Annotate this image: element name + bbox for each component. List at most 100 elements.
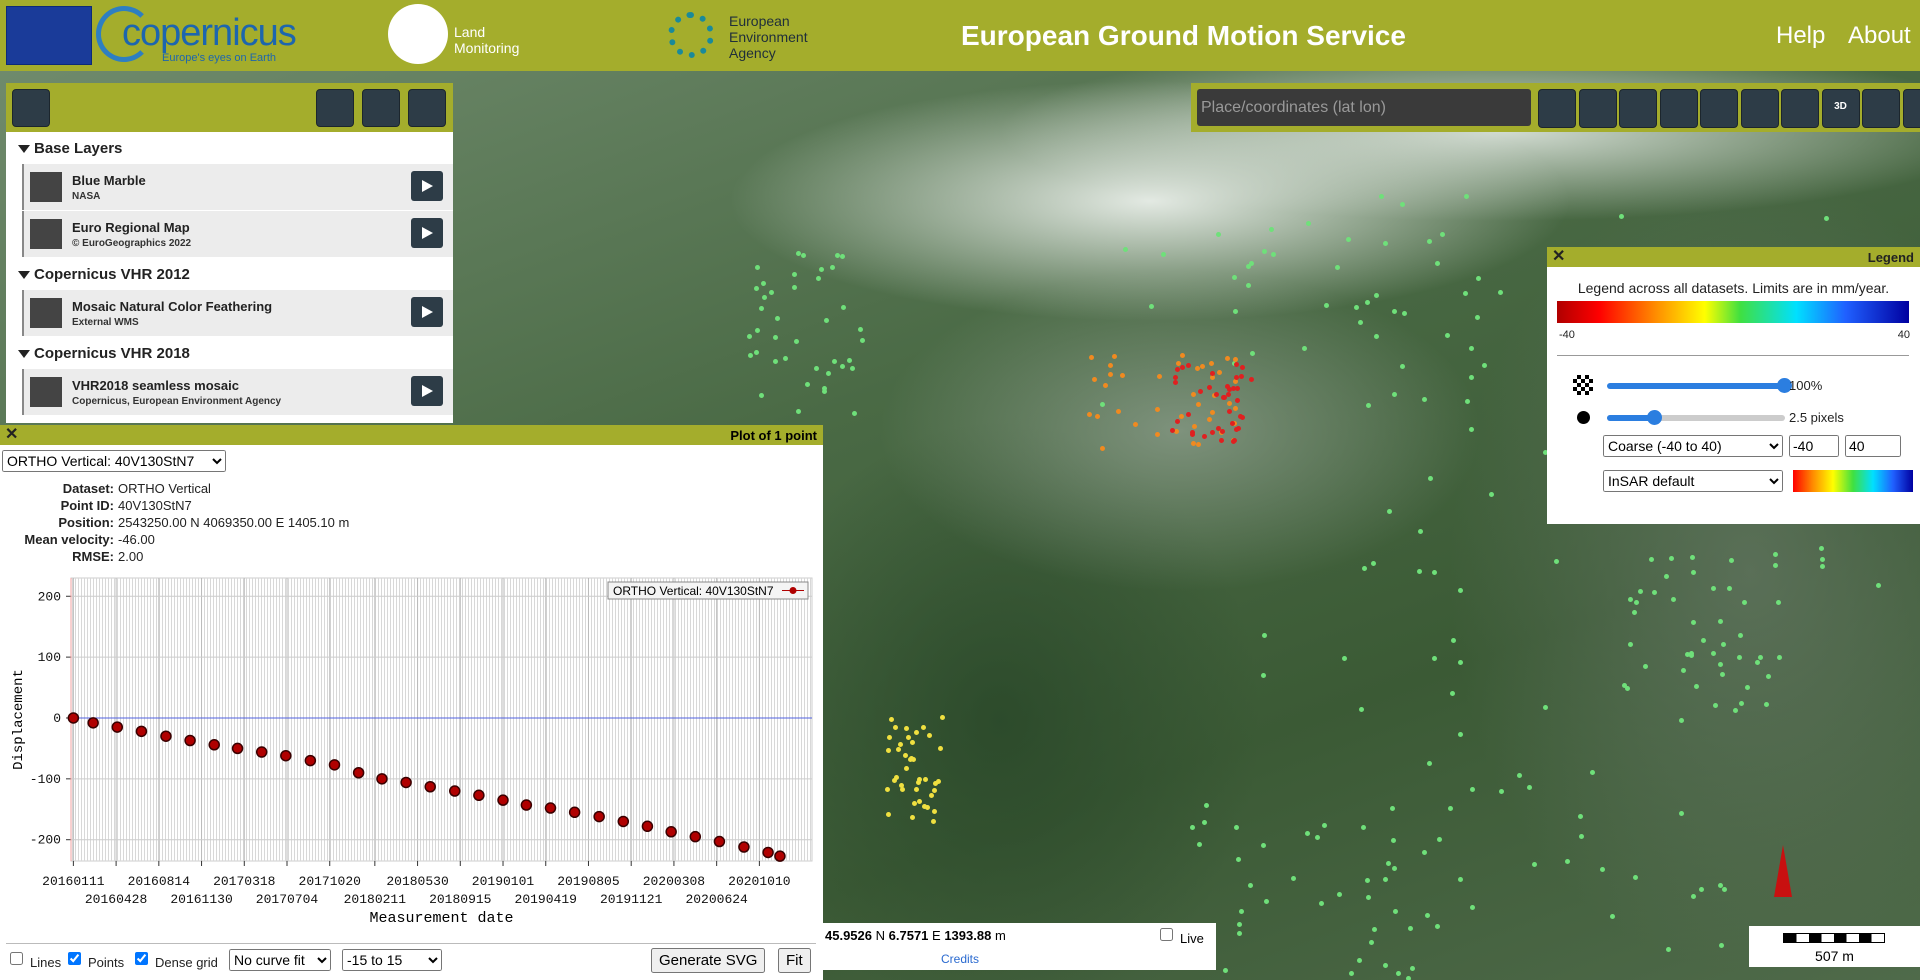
map-point[interactable] [755,327,761,333]
map-point[interactable] [774,315,780,321]
map-point[interactable] [1407,925,1413,931]
play-button[interactable] [411,218,443,248]
size-slider[interactable] [1607,415,1785,421]
map-point[interactable] [925,805,931,811]
map-point[interactable] [1819,545,1825,551]
map-point[interactable] [1474,314,1480,320]
map-point[interactable] [1156,373,1162,379]
map-point[interactable] [1390,837,1396,843]
map-point[interactable] [1469,904,1475,910]
map-point[interactable] [1426,239,1432,245]
map-point[interactable] [1462,290,1468,296]
play-button[interactable] [411,376,443,406]
map-point[interactable] [916,777,922,783]
map-point[interactable] [1577,814,1583,820]
map-point[interactable] [1226,392,1232,398]
map-point[interactable] [932,788,938,794]
map-point[interactable] [1765,673,1771,679]
map-point[interactable] [1226,409,1232,415]
map-point[interactable] [792,271,798,277]
map-point[interactable] [1773,552,1779,558]
map-point[interactable] [1755,659,1761,665]
map-point[interactable] [1669,555,1675,561]
map-point[interactable] [1233,378,1239,384]
map-point[interactable] [1622,683,1628,688]
map-point[interactable] [1094,413,1100,419]
map-point[interactable] [1431,569,1437,575]
map-point[interactable] [1092,377,1098,383]
map-point[interactable] [1216,425,1222,431]
map-point[interactable] [1819,557,1825,563]
map-point[interactable] [1322,822,1328,828]
map-point[interactable] [747,333,753,339]
map-point[interactable] [909,815,915,821]
map-point[interactable] [1226,386,1232,392]
map-point[interactable] [926,733,932,739]
map-point[interactable] [759,306,765,312]
map-point[interactable] [938,745,944,751]
map-point[interactable] [1532,861,1538,867]
map-point[interactable] [931,808,937,814]
map-point[interactable] [840,304,846,310]
map-point[interactable] [851,410,857,416]
map-point[interactable] [1393,909,1399,915]
map-point[interactable] [849,366,855,372]
map-point[interactable] [1334,265,1340,271]
map-point[interactable] [1175,367,1181,373]
map-point[interactable] [1648,557,1654,563]
map-point[interactable] [1633,875,1639,881]
map-point[interactable] [805,382,810,387]
map-point[interactable] [1203,802,1209,808]
map-point[interactable] [897,741,903,747]
map-point[interactable] [1179,413,1185,419]
map-point[interactable] [1235,386,1241,392]
menu-button[interactable] [12,89,50,127]
map-point[interactable] [1359,707,1365,713]
map-point[interactable] [1758,655,1764,661]
map-point[interactable] [1263,898,1269,904]
map-point[interactable] [1421,396,1427,402]
map-point[interactable] [933,780,939,786]
map-point[interactable] [1776,600,1782,606]
map-point[interactable] [1609,914,1615,920]
map-point[interactable] [1357,957,1363,963]
map-point[interactable] [914,787,920,793]
map-point[interactable] [1349,971,1355,977]
group-title[interactable]: Copernicus VHR 2018 [6,337,453,368]
map-point[interactable] [1246,263,1252,269]
map-point[interactable] [1155,406,1161,412]
map-point[interactable] [1719,671,1725,677]
map-point[interactable] [1301,346,1307,352]
toolbar-button[interactable] [1659,89,1698,128]
map-point[interactable] [846,358,852,364]
map-point[interactable] [1684,651,1690,657]
map-point[interactable] [1468,426,1474,432]
map-point[interactable] [1237,413,1243,419]
map-point[interactable] [1170,427,1176,433]
map-point[interactable] [1470,786,1476,792]
map-point[interactable] [1262,249,1268,255]
map-point[interactable] [1172,374,1178,380]
map-point[interactable] [1542,449,1548,455]
map-point[interactable] [1190,431,1196,437]
map-point[interactable] [1589,769,1595,775]
map-point[interactable] [857,327,863,333]
toolbar-button[interactable] [1781,89,1819,128]
map-point[interactable] [1678,811,1684,817]
map-point[interactable] [1457,588,1463,594]
map-point[interactable] [1345,236,1351,242]
map-point[interactable] [1249,377,1255,383]
map-point[interactable] [1628,596,1634,602]
map-point[interactable] [1564,858,1570,864]
tool-button[interactable] [408,89,446,127]
map-point[interactable] [1232,356,1238,362]
map-point[interactable] [1180,365,1186,371]
map-point[interactable] [1763,702,1769,708]
map-point[interactable] [1458,877,1464,883]
map-point[interactable] [1120,373,1126,379]
map-point[interactable] [1482,362,1488,368]
curve-fit-select[interactable]: No curve fit [229,949,331,971]
map-point[interactable] [1710,585,1716,591]
play-button[interactable] [411,297,443,327]
map-point[interactable] [1245,282,1251,288]
